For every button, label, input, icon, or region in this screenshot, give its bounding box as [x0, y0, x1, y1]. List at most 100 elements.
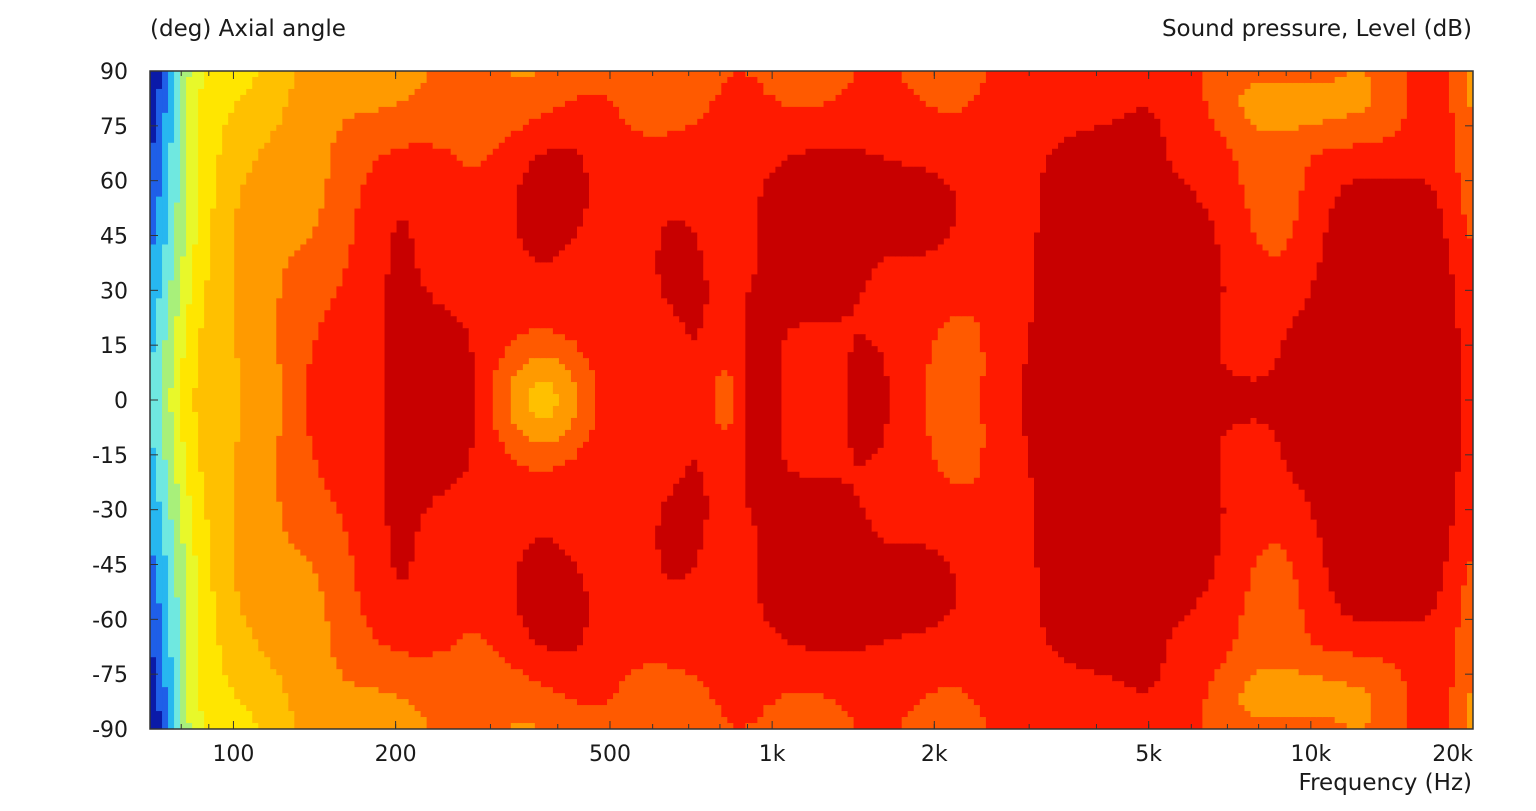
heatmap-cell: [174, 597, 181, 729]
heatmap-cell: [1388, 71, 1396, 138]
heatmap-cell: [1304, 633, 1312, 676]
heatmap-cell: [961, 693, 969, 729]
heatmap-cell: [817, 148, 825, 323]
heatmap-cell: [955, 316, 963, 485]
heatmap-cell: [745, 292, 752, 509]
heatmap-cell: [1015, 71, 1023, 729]
heatmap-cell: [564, 71, 572, 102]
heatmap-cell: [1334, 603, 1342, 652]
heatmap-cell: [613, 693, 620, 729]
heatmap-cell: [1298, 71, 1306, 84]
heatmap-cell: [528, 76, 536, 120]
heatmap-cell: [721, 717, 728, 729]
heatmap-cell: [168, 519, 175, 658]
heatmap-cell: [354, 687, 362, 729]
heatmap-cell: [1304, 501, 1312, 634]
heatmap-cell: [883, 639, 891, 729]
heatmap-cell: [1262, 82, 1270, 132]
heatmap-cell: [444, 489, 452, 652]
heatmap-cell: [534, 382, 542, 419]
heatmap-cell: [1166, 639, 1173, 729]
heatmap-cell: [546, 687, 554, 729]
heatmap-cell: [1358, 687, 1366, 729]
heatmap-cell: [1280, 82, 1288, 132]
heatmap-cell: [576, 226, 584, 353]
heatmap-cell: [949, 609, 957, 688]
heatmap-cell: [655, 71, 662, 138]
heatmap-cell: [871, 268, 879, 347]
heatmap-cell: [601, 705, 608, 729]
heatmap-cell: [889, 71, 897, 162]
heatmap-cell: [871, 531, 879, 646]
heatmap-cell: [835, 148, 843, 323]
heatmap-cell: [540, 358, 548, 383]
heatmap-cell: [360, 615, 368, 688]
heatmap-cell: [396, 71, 404, 102]
heatmap-cell: [204, 280, 211, 521]
heatmap-cell: [1268, 82, 1276, 132]
heatmap-cell: [871, 645, 879, 729]
heatmap-cell: [1292, 71, 1300, 84]
heatmap-cell: [1238, 615, 1246, 694]
heatmap-cell: [847, 352, 855, 449]
heatmap-cell: [1220, 507, 1228, 515]
heatmap-cell: [715, 705, 722, 729]
heatmap-cell: [1292, 82, 1300, 132]
heatmap-cell: [661, 573, 668, 664]
y-tick-label: 30: [100, 279, 128, 304]
heatmap-cell: [889, 543, 897, 640]
heatmap-cell: [1286, 717, 1294, 729]
heatmap-cell: [318, 591, 325, 729]
heatmap-cell: [150, 657, 157, 729]
heatmap-cell: [1430, 609, 1438, 729]
heatmap-cell: [1040, 71, 1047, 174]
heatmap-cell: [180, 358, 187, 443]
heatmap-cell: [546, 441, 554, 473]
heatmap-cell: [474, 633, 482, 729]
heatmap-cell: [1190, 190, 1197, 610]
heatmap-cell: [1418, 621, 1426, 729]
y-tick-label: 15: [100, 334, 128, 359]
heatmap-cell: [162, 340, 169, 461]
heatmap-cell: [576, 447, 584, 575]
heatmap-cell: [1340, 681, 1348, 724]
heatmap-cell: [342, 118, 350, 269]
heatmap-cell: [835, 705, 843, 729]
heatmap-cell: [1094, 71, 1101, 126]
heatmap-cell: [823, 651, 831, 700]
heatmap-cell: [799, 645, 807, 694]
heatmap-cell: [468, 352, 476, 449]
heatmap-cell: [534, 328, 542, 359]
heatmap-cell: [510, 669, 518, 724]
heatmap-cell: [607, 100, 614, 700]
heatmap-cell: [1208, 579, 1216, 682]
heatmap-cell: [1070, 663, 1077, 729]
heatmap-cell: [342, 268, 350, 533]
heatmap-cell: [1262, 669, 1270, 718]
y-ticks: 90 75 60 45 30 15 0 -15 -30 -45 -60 -75 -90: [92, 60, 1473, 743]
heatmap-cell: [883, 256, 891, 377]
heatmap-cell: [1274, 71, 1282, 84]
heatmap-cell: [186, 71, 193, 78]
heatmap-cell: [1370, 178, 1378, 622]
heatmap-cell: [1262, 376, 1270, 425]
heatmap-cell: [973, 705, 981, 729]
heatmap-cell: [811, 148, 819, 323]
heatmap-cell: [943, 322, 951, 479]
heatmap-cell: [967, 699, 975, 729]
x-tick-label: 1k: [759, 742, 786, 767]
heatmap-cell: [1021, 364, 1029, 437]
heatmap-cell: [829, 322, 837, 479]
heatmap-cell: [1466, 693, 1473, 729]
heatmap-cell: [1154, 71, 1161, 120]
heatmap-cell: [1358, 657, 1366, 688]
heatmap-cell: [510, 76, 518, 132]
heatmap-cell: [1328, 148, 1336, 210]
heatmap-cell: [1424, 71, 1432, 186]
heatmap-cell: [1304, 124, 1312, 168]
heatmap-cell: [564, 651, 572, 700]
heatmap-cell: [288, 543, 295, 712]
heatmap-cell: [889, 639, 897, 729]
heatmap-cell: [1100, 675, 1107, 729]
heatmap-cell: [655, 525, 662, 551]
